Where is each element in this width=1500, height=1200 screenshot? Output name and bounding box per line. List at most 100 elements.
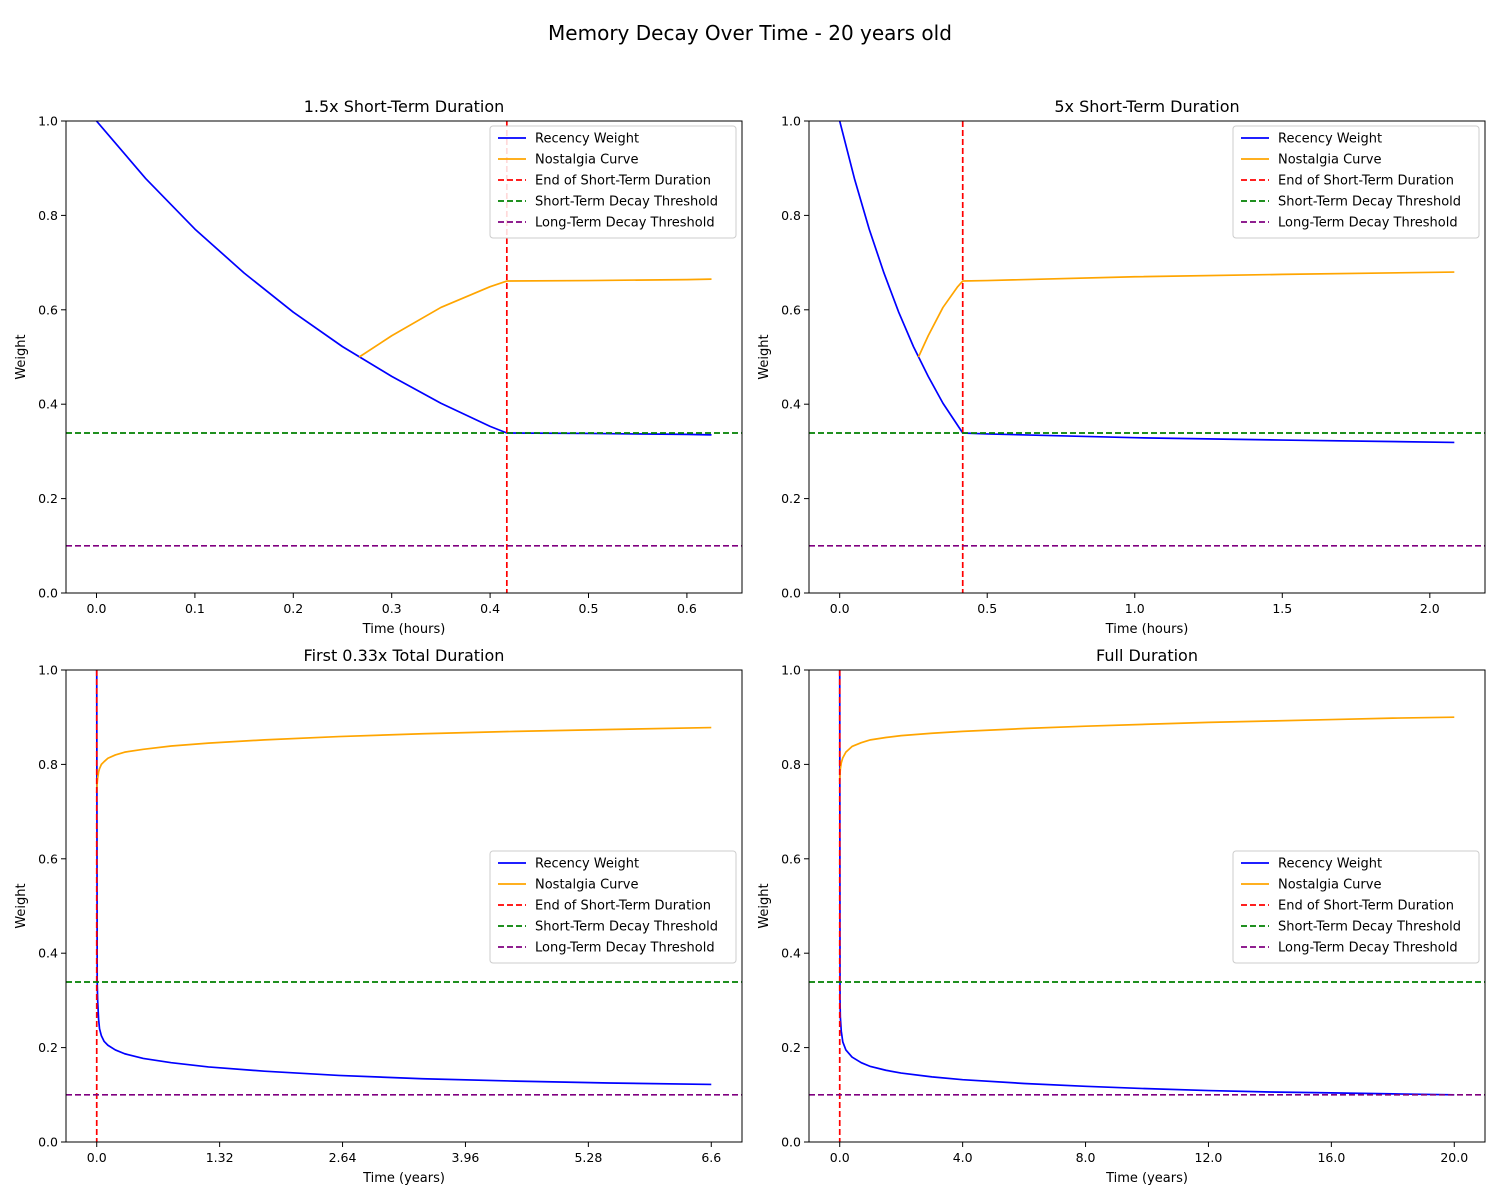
- legend-label: End of Short-Term Duration: [535, 174, 711, 189]
- y-tick-label: 0.6: [781, 302, 801, 317]
- y-tick-label: 0.0: [38, 1135, 58, 1150]
- series-line-recency-weight: [95, 670, 712, 1086]
- legend-label: Short-Term Decay Threshold: [535, 195, 718, 210]
- x-axis-label: Time (years): [362, 1171, 445, 1186]
- y-tick-label: 0.2: [38, 1040, 58, 1055]
- legend-label: Recency Weight: [1278, 132, 1382, 147]
- legend-box: [1232, 125, 1480, 239]
- x-tick-label: 1.5: [1272, 601, 1292, 616]
- y-tick-label: 1.0: [38, 663, 58, 678]
- x-tick-label: 0.4: [480, 601, 500, 616]
- y-tick-label: 1.0: [781, 114, 801, 129]
- y-tick-label: 0.0: [781, 586, 801, 601]
- plot-area: [66, 670, 742, 1142]
- x-tick-label: 16.0: [1317, 1150, 1345, 1165]
- y-axis-label: Weight: [757, 883, 772, 928]
- x-tick-label: 6.6: [701, 1150, 721, 1165]
- x-tick-label: 12.0: [1195, 1150, 1223, 1165]
- series-line-nostalgia-curve: [917, 271, 1455, 358]
- subplot-2: 5x Short-Term Duration 0.0 0.5 1.0 1.5 2.0 0.0…: [757, 97, 1486, 637]
- y-tick-label: 0.2: [781, 1040, 801, 1055]
- legend-box: [489, 125, 737, 239]
- legend: Recency Weight Nostalgia Curve End of Shor…: [489, 850, 737, 964]
- x-tick-label: 3.96: [452, 1150, 480, 1165]
- x-tick-label: 0.5: [579, 601, 599, 616]
- legend: Recency Weight Nostalgia Curve End of Shor…: [1232, 850, 1480, 964]
- y-tick-label: 0.4: [781, 397, 801, 412]
- axes-frame: [65, 120, 743, 594]
- series-line-nostalgia-curve: [95, 726, 712, 793]
- axes-frame: [808, 120, 1486, 594]
- y-tick-label: 0.2: [38, 491, 58, 506]
- subplot-title: Full Duration: [1096, 646, 1198, 665]
- legend-label: Short-Term Decay Threshold: [1278, 920, 1461, 935]
- y-tick-label: 0.0: [781, 1135, 801, 1150]
- y-tick-label: 0.8: [38, 757, 58, 772]
- legend-label: Nostalgia Curve: [535, 878, 638, 893]
- x-tick-label: 0.3: [382, 601, 402, 616]
- x-tick-label: 1.32: [206, 1150, 234, 1165]
- x-tick-label: 2.64: [329, 1150, 357, 1165]
- y-tick-label: 0.4: [38, 397, 58, 412]
- subplot-title: First 0.33x Total Duration: [304, 646, 505, 665]
- legend-label: Long-Term Decay Threshold: [535, 216, 715, 231]
- series-line-nostalgia-curve: [838, 716, 1455, 781]
- x-axis-label: Time (hours): [362, 622, 446, 637]
- subplot-4: Full Duration 0.0 4.0 8.0 12.0 16.0 20.0 0.0 0.2…: [757, 646, 1486, 1186]
- legend-label: Long-Term Decay Threshold: [535, 941, 715, 956]
- x-tick-label: 0.0: [830, 601, 850, 616]
- axes-frame: [65, 669, 743, 1143]
- plot-area: [809, 670, 1485, 1142]
- x-tick-label: 0.0: [830, 1150, 850, 1165]
- legend: Recency Weight Nostalgia Curve End of Shor…: [1232, 125, 1480, 239]
- legend-label: Recency Weight: [535, 132, 639, 147]
- y-axis-label: Weight: [14, 334, 29, 379]
- x-tick-label: 5.28: [574, 1150, 602, 1165]
- subplot-1: 1.5x Short-Term Duration 0.0 0.1 0.2 0.3 0.4 0…: [14, 97, 743, 637]
- legend-box: [489, 850, 737, 964]
- subplot-title: 1.5x Short-Term Duration: [304, 97, 505, 116]
- legend-label: Nostalgia Curve: [535, 153, 638, 168]
- x-tick-label: 0.0: [87, 601, 107, 616]
- y-axis-label: Weight: [14, 883, 29, 928]
- plot-area: [66, 121, 742, 593]
- series-line-nostalgia-curve: [358, 278, 712, 358]
- x-tick-label: 0.1: [185, 601, 205, 616]
- x-tick-label: 4.0: [953, 1150, 973, 1165]
- y-tick-label: 0.6: [38, 851, 58, 866]
- legend-label: Long-Term Decay Threshold: [1278, 216, 1458, 231]
- y-tick-label: 0.4: [38, 946, 58, 961]
- y-tick-label: 0.0: [38, 586, 58, 601]
- y-tick-label: 0.8: [781, 757, 801, 772]
- x-tick-label: 0.2: [283, 601, 303, 616]
- x-tick-label: 0.5: [977, 601, 997, 616]
- y-axis-label: Weight: [757, 334, 772, 379]
- x-tick-label: 2.0: [1420, 601, 1440, 616]
- y-tick-label: 0.6: [38, 302, 58, 317]
- x-axis-label: Time (hours): [1105, 622, 1189, 637]
- y-tick-label: 0.8: [38, 208, 58, 223]
- legend-label: Recency Weight: [1278, 857, 1382, 872]
- series-line-recency-weight: [838, 121, 1455, 444]
- y-tick-label: 1.0: [38, 114, 58, 129]
- legend-label: Long-Term Decay Threshold: [1278, 941, 1458, 956]
- legend-label: Short-Term Decay Threshold: [535, 920, 718, 935]
- figure-suptitle: Memory Decay Over Time - 20 years old: [548, 21, 952, 45]
- subplot-3: First 0.33x Total Duration 0.0 1.32 2.64 3.9…: [14, 646, 743, 1186]
- legend-label: Short-Term Decay Threshold: [1278, 195, 1461, 210]
- y-tick-label: 1.0: [781, 663, 801, 678]
- x-axis-label: Time (years): [1105, 1171, 1188, 1186]
- y-tick-label: 0.6: [781, 851, 801, 866]
- plot-area: [809, 121, 1485, 593]
- legend: Recency Weight Nostalgia Curve End of Shor…: [489, 125, 737, 239]
- legend-label: Recency Weight: [535, 857, 639, 872]
- subplot-title: 5x Short-Term Duration: [1054, 97, 1239, 116]
- x-tick-label: 8.0: [1076, 1150, 1096, 1165]
- x-tick-label: 0.0: [87, 1150, 107, 1165]
- axes-frame: [808, 669, 1486, 1143]
- y-tick-label: 0.8: [781, 208, 801, 223]
- legend-label: End of Short-Term Duration: [1278, 899, 1454, 914]
- x-tick-label: 1.0: [1125, 601, 1145, 616]
- legend-label: End of Short-Term Duration: [535, 899, 711, 914]
